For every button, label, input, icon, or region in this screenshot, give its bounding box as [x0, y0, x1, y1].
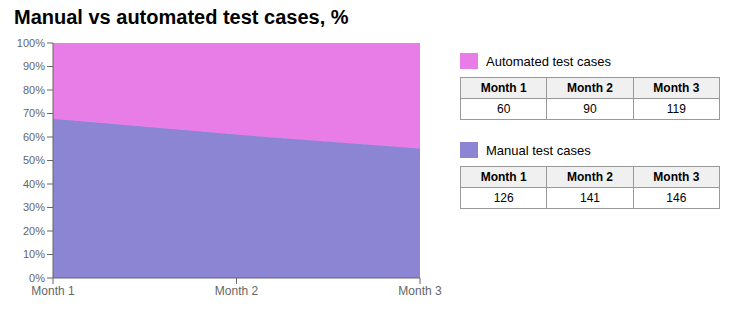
- html-text:90: 90: [583, 102, 597, 116]
- html-text:Month 3: Month 3: [653, 170, 700, 184]
- svg-text:Month 2: Month 2: [215, 284, 259, 298]
- html-text:141: 141: [580, 191, 600, 205]
- html-text:Month 1: Month 1: [480, 81, 527, 95]
- svg-text:Month 1: Month 1: [31, 284, 75, 298]
- svg-text:20%: 20%: [23, 225, 45, 237]
- html-text:119: 119: [666, 102, 686, 116]
- html-text:Manual test cases: Manual test cases: [486, 142, 591, 158]
- svg-text:Month 3: Month 3: [398, 284, 442, 298]
- html-text:Month 1: Month 1: [480, 170, 527, 184]
- svg-text:80%: 80%: [23, 84, 45, 96]
- svg-text:60%: 60%: [23, 131, 45, 143]
- html-text:126: 126: [493, 191, 514, 205]
- html-text:146: 146: [666, 191, 687, 205]
- svg-text:90%: 90%: [23, 60, 45, 72]
- svg-text:100%: 100%: [17, 37, 45, 49]
- html-text:Manual vs automated test cases: Manual vs automated test cases, %: [14, 6, 349, 28]
- html-text:Month 2: Month 2: [567, 170, 613, 184]
- html-text:60: 60: [497, 102, 511, 116]
- svg-text:30%: 30%: [23, 201, 45, 213]
- html-text:Automated test cases: Automated test cases: [486, 53, 611, 69]
- svg-text:10%: 10%: [23, 248, 45, 260]
- html-text:Month 2: Month 2: [567, 81, 613, 95]
- svg-text:50%: 50%: [23, 154, 45, 166]
- html-text:Month 3: Month 3: [653, 81, 700, 95]
- svg-text:0%: 0%: [29, 272, 45, 284]
- svg-text:70%: 70%: [23, 107, 45, 119]
- svg-text:40%: 40%: [23, 178, 45, 190]
